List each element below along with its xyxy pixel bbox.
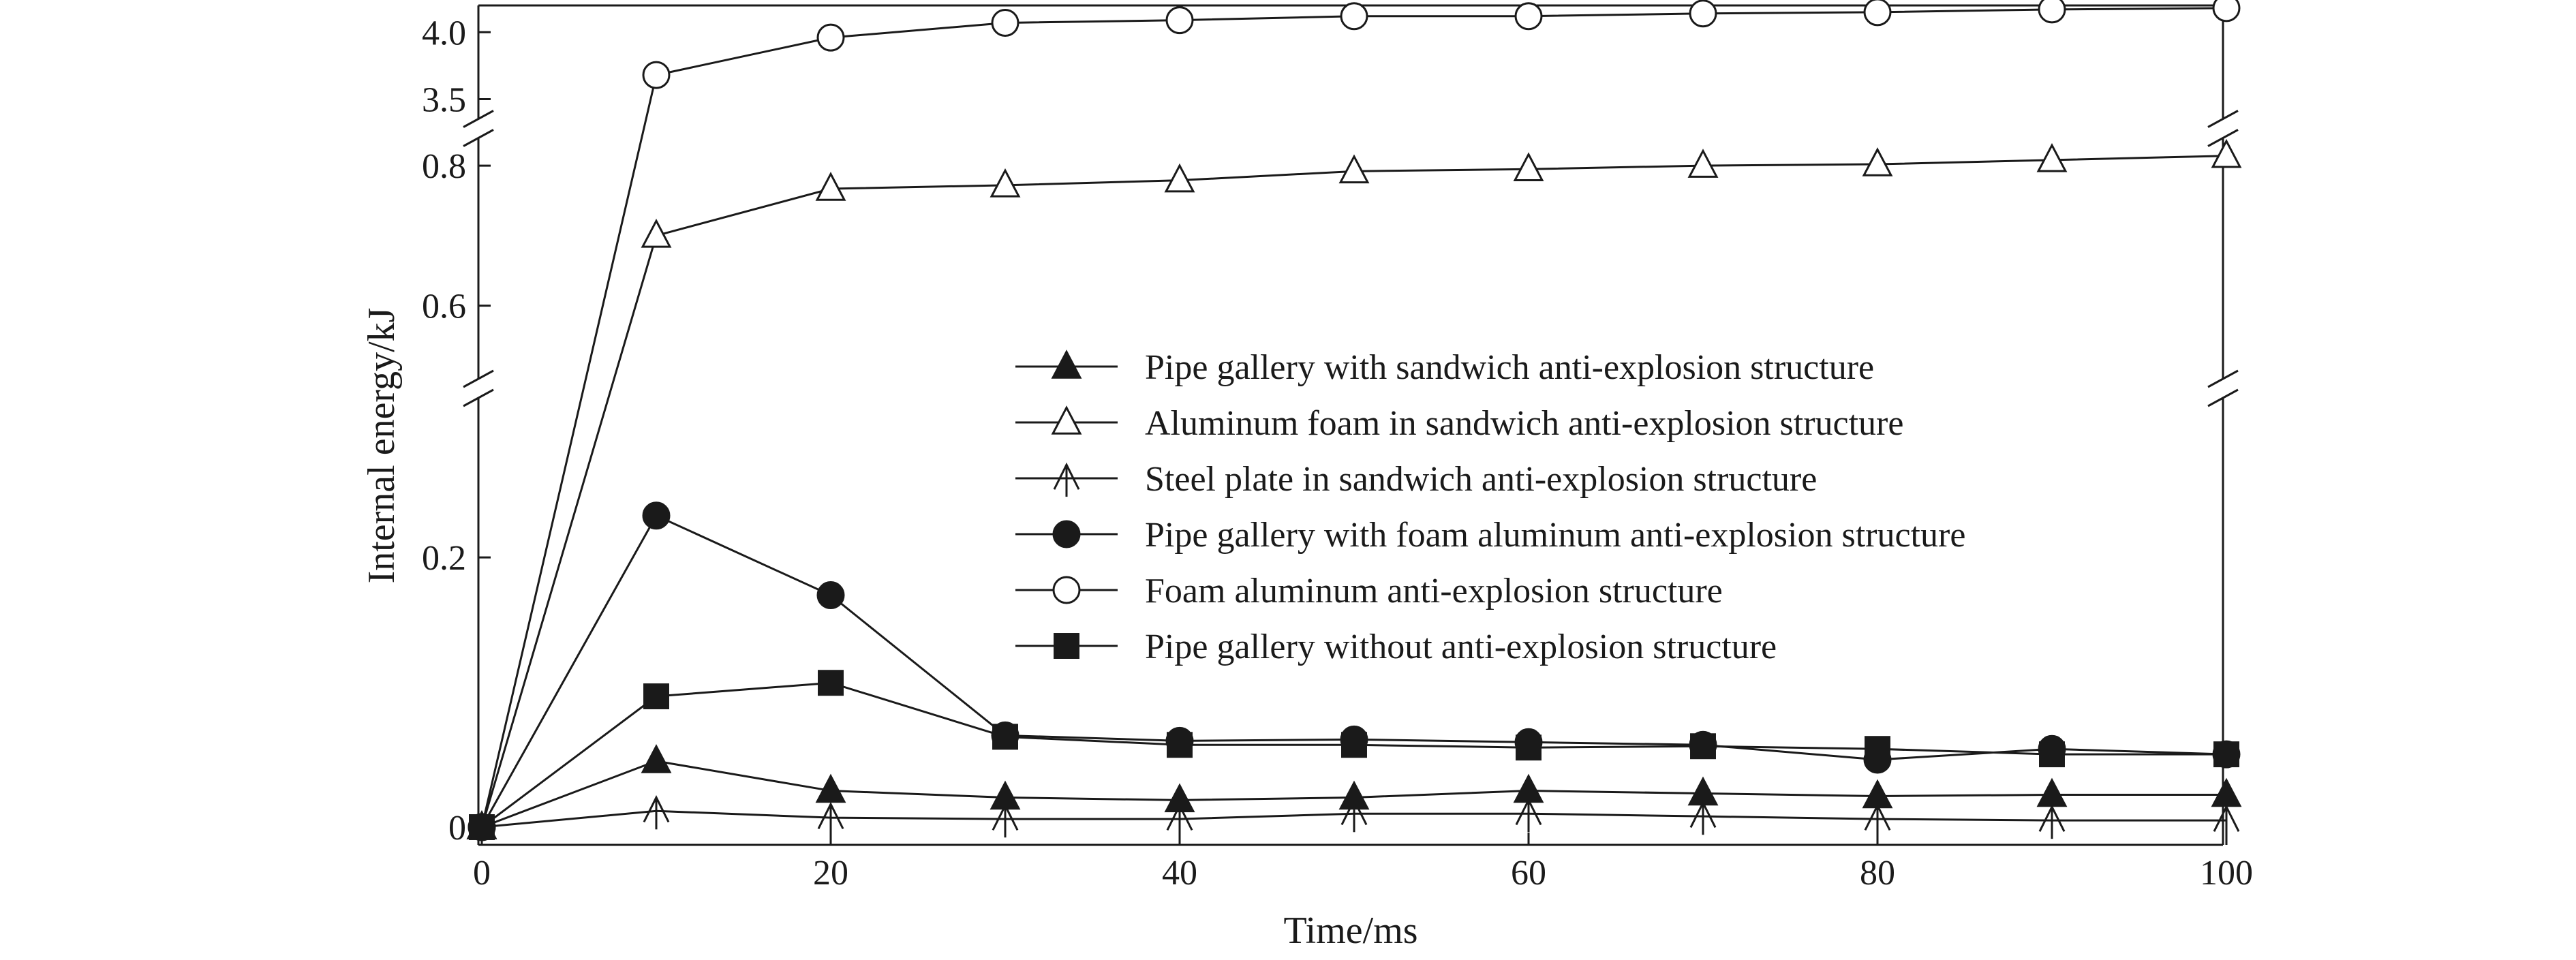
axis-break-mark xyxy=(463,369,494,388)
axis-break-mark xyxy=(463,110,494,128)
marker-triangle-open xyxy=(641,218,672,248)
marker-square-filled xyxy=(469,814,495,840)
marker-circle-open xyxy=(816,23,845,52)
marker-circle-open xyxy=(1863,0,1892,27)
marker-triangle-open xyxy=(1862,147,1893,176)
legend-item: Pipe gallery without anti-explosion stru… xyxy=(1015,628,1777,666)
axis-break-mark xyxy=(2207,388,2239,407)
marker-triangle-open xyxy=(1338,154,1370,184)
marker-circle-open xyxy=(642,61,671,89)
marker-square-filled xyxy=(1690,733,1716,760)
legend-label: Pipe gallery with foam aluminum anti-exp… xyxy=(1145,516,1965,555)
marker-triangle-tick xyxy=(1689,800,1717,829)
marker-square-filled xyxy=(992,724,1018,750)
marker-circle-filled xyxy=(1052,520,1081,548)
marker-square-filled xyxy=(818,670,844,696)
marker-square-filled xyxy=(2213,741,2239,768)
y-tick-label: 0.2 xyxy=(422,539,466,578)
legend-label: Foam aluminum anti-explosion structure xyxy=(1145,572,1723,610)
legend-label: Pipe gallery without anti-explosion stru… xyxy=(1145,628,1777,666)
legend-item: Pipe gallery with foam aluminum anti-exp… xyxy=(1015,516,1965,555)
series-6 xyxy=(469,670,2239,840)
legend-label: Aluminum foam in sandwich anti-explosion… xyxy=(1145,404,1903,443)
axis-break-mark xyxy=(463,129,494,147)
marker-circle-open xyxy=(1514,2,1543,31)
marker-circle-open xyxy=(1340,2,1368,31)
marker-triangle-tick xyxy=(643,795,670,823)
marker-circle-open xyxy=(1052,576,1081,604)
marker-triangle-filled xyxy=(641,744,672,773)
marker-square-filled xyxy=(643,683,669,709)
marker-triangle-filled xyxy=(2036,777,2068,807)
marker-triangle-open xyxy=(1513,152,1544,181)
axis-break-mark xyxy=(463,388,494,407)
marker-square-filled xyxy=(1341,732,1367,758)
legend: Pipe gallery with sandwich anti-explosio… xyxy=(1015,348,1965,666)
x-tick-label: 0 xyxy=(473,854,491,893)
x-tick-label: 60 xyxy=(1511,854,1546,893)
marker-triangle-tick xyxy=(1340,797,1368,826)
marker-triangle-filled xyxy=(2211,777,2242,807)
plot-frame xyxy=(463,4,2239,846)
series-line xyxy=(480,514,2227,828)
marker-triangle-open xyxy=(2211,138,2242,168)
x-axis-title: Time/ms xyxy=(1283,910,1417,952)
marker-triangle-open xyxy=(1687,149,1719,178)
marker-square-filled xyxy=(1516,734,1542,761)
legend-item: Foam aluminum anti-explosion structure xyxy=(1015,572,1723,610)
marker-triangle-open xyxy=(1051,405,1082,435)
marker-triangle-tick xyxy=(1515,797,1542,826)
series-3 xyxy=(468,795,2240,846)
y-tick-label: 3.5 xyxy=(422,81,466,120)
marker-triangle-open xyxy=(1164,163,1195,193)
legend-item: Aluminum foam in sandwich anti-explosion… xyxy=(1015,404,1903,443)
marker-square-filled xyxy=(1167,732,1193,758)
marker-square-filled xyxy=(1865,736,1890,762)
x-tick-label: 40 xyxy=(1162,854,1197,893)
legend-label: Pipe gallery with sandwich anti-explosio… xyxy=(1145,348,1874,387)
legend-label: Steel plate in sandwich anti-explosion s… xyxy=(1145,460,1817,499)
marker-circle-open xyxy=(1689,0,1717,28)
marker-triangle-open xyxy=(990,168,1021,198)
marker-circle-filled xyxy=(642,501,671,530)
marker-circle-open xyxy=(1165,6,1194,35)
legend-item: Pipe gallery with sandwich anti-explosio… xyxy=(1015,348,1874,387)
marker-triangle-filled xyxy=(1051,350,1082,379)
x-axis-ticks: 0 20 40 60 80 100 xyxy=(473,833,2253,893)
marker-triangle-filled xyxy=(815,773,846,803)
marker-circle-open xyxy=(2212,0,2241,22)
x-tick-label: 20 xyxy=(813,854,848,893)
x-tick-label: 80 xyxy=(1860,854,1895,893)
series-2 xyxy=(466,138,2242,839)
y-axis-ticks: 0 0.2 0.6 0.8 3.5 4.0 xyxy=(422,14,491,848)
y-tick-label: 0 xyxy=(448,809,466,848)
axis-break-mark xyxy=(2207,369,2239,388)
marker-triangle-open xyxy=(2036,143,2068,172)
series-layer xyxy=(466,0,2242,846)
axis-break-mark xyxy=(2207,110,2239,128)
y-tick-label: 4.0 xyxy=(422,14,466,52)
marker-triangle-open xyxy=(815,172,846,201)
marker-square-filled xyxy=(2039,741,2065,768)
marker-square-filled xyxy=(1054,633,1079,659)
marker-circle-filled xyxy=(816,581,845,610)
y-tick-label: 0.6 xyxy=(422,288,466,326)
marker-circle-open xyxy=(991,9,1019,37)
x-tick-label: 100 xyxy=(2200,854,2253,893)
legend-item: Steel plate in sandwich anti-explosion s… xyxy=(1015,460,1817,499)
marker-circle-open xyxy=(2038,0,2066,24)
y-axis-title: Internal energy/kJ xyxy=(361,308,403,584)
axis-break-mark xyxy=(2207,129,2239,147)
y-tick-label: 0.8 xyxy=(422,147,466,186)
